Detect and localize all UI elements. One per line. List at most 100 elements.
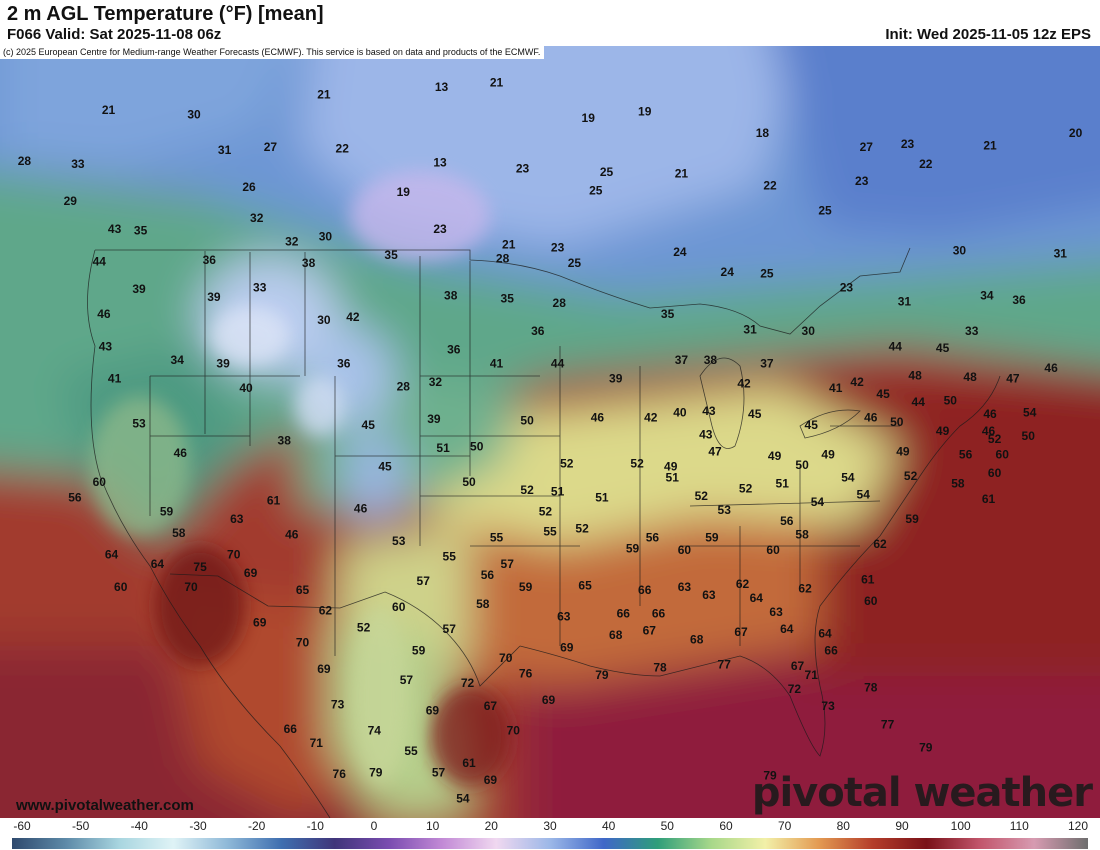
- temperature-label: 13: [435, 80, 449, 94]
- temperature-label: 45: [936, 341, 950, 355]
- temperature-map[interactable]: 21 30 21 13 21 19 19 18 27 23 28 33 31 27 22 13 23 25 21 22…: [0, 46, 1100, 818]
- temperature-label: 25: [589, 183, 603, 197]
- temperature-label: 51: [776, 477, 790, 491]
- temperature-label: 60: [766, 543, 780, 557]
- temperature-label: 56: [481, 568, 495, 582]
- colorbar-tick-label: 40: [602, 819, 616, 833]
- temperature-label: 52: [357, 620, 371, 634]
- colorbar-strip: [12, 838, 1088, 849]
- temperature-label: 42: [737, 376, 751, 390]
- temperature-label: 41: [829, 381, 843, 395]
- temperature-label: 38: [444, 288, 458, 302]
- temperature-label: 69: [542, 693, 556, 707]
- temperature-label: 53: [132, 416, 146, 430]
- temperature-label: 23: [551, 240, 565, 254]
- temperature-label: 45: [362, 418, 376, 432]
- temperature-label: 50: [890, 415, 904, 429]
- temperature-label: 58: [951, 477, 965, 491]
- temperature-label: 66: [284, 722, 298, 736]
- temperature-label: 52: [560, 457, 574, 471]
- temperature-label: 71: [805, 668, 819, 682]
- temperature-label: 60: [996, 447, 1010, 461]
- temperature-label: 39: [427, 412, 441, 426]
- temperature-label: 36: [531, 324, 545, 338]
- temperature-label: 50: [520, 413, 534, 427]
- temperature-label: 56: [68, 491, 82, 505]
- colorbar-tick-label: 60: [719, 819, 733, 833]
- temperature-label: 61: [267, 494, 281, 508]
- temperature-label: 60: [114, 580, 128, 594]
- temperature-label: 71: [310, 736, 324, 750]
- temperature-label: 59: [412, 643, 426, 657]
- borders: [87, 247, 1001, 818]
- temperature-label: 21: [983, 139, 997, 153]
- temperature-label: 65: [296, 583, 310, 597]
- temperature-label: 50: [944, 393, 958, 407]
- temperature-label: 60: [678, 543, 692, 557]
- temperature-label: 64: [818, 626, 832, 640]
- website-link[interactable]: www.pivotalweather.com: [16, 797, 194, 814]
- temperature-label: 52: [739, 481, 753, 495]
- temperature-label: 77: [718, 657, 732, 671]
- temperature-label: 79: [369, 765, 383, 779]
- temperature-label: 13: [433, 155, 447, 169]
- temperature-label: 59: [626, 541, 640, 555]
- temperature-label: 57: [417, 574, 431, 588]
- temperature-label: 19: [582, 111, 596, 125]
- temperature-label: 51: [595, 491, 609, 505]
- temperature-label: 45: [378, 460, 392, 474]
- temperature-label: 59: [705, 531, 719, 545]
- temperature-label: 30: [317, 313, 331, 327]
- temperature-label: 66: [638, 583, 652, 597]
- temperature-label: 22: [336, 142, 350, 156]
- temperature-label: 35: [501, 291, 515, 305]
- temperature-label: 38: [278, 433, 292, 447]
- temperature-label: 62: [798, 582, 812, 596]
- temperature-label: 70: [507, 724, 521, 738]
- temperature-label: 52: [520, 483, 534, 497]
- temperature-label: 74: [368, 724, 382, 738]
- temperature-label: 57: [443, 622, 457, 636]
- colorbar-tick-label: 110: [1009, 819, 1029, 833]
- temperature-label: 62: [319, 603, 333, 617]
- temperature-label: 51: [666, 470, 680, 484]
- temperature-label: 58: [172, 526, 186, 540]
- temperature-label: 43: [99, 339, 113, 353]
- temperature-label: 21: [675, 166, 689, 180]
- temperature-label: 30: [319, 230, 333, 244]
- colorbar: -60 -50 -40 -30 -20 -10 0 10 20 30 40 50 60 70 80 90 100…: [0, 818, 1100, 850]
- colorbar-tick-label: 100: [950, 819, 971, 833]
- temperature-label: 66: [617, 606, 631, 620]
- temperature-label: 63: [678, 580, 692, 594]
- temperature-label: 63: [769, 605, 783, 619]
- temperature-label: 42: [850, 375, 864, 389]
- temperature-field: [0, 46, 1100, 818]
- temperature-label: 57: [432, 765, 446, 779]
- temperature-label: 52: [575, 521, 589, 535]
- temperature-label: 73: [821, 699, 835, 713]
- temperature-label: 34: [171, 353, 185, 367]
- temperature-label: 37: [675, 353, 689, 367]
- temperature-label: 23: [855, 174, 869, 188]
- temperature-label: 45: [805, 418, 819, 432]
- temperature-detail: [90, 171, 510, 786]
- temperature-label: 41: [490, 356, 504, 370]
- temperature-label: 30: [187, 108, 201, 122]
- temperature-label: 39: [132, 282, 146, 296]
- temperature-label: 31: [898, 294, 912, 308]
- temperature-label: 33: [965, 324, 979, 338]
- temperature-label: 23: [516, 162, 530, 176]
- temperature-label: 65: [578, 579, 592, 593]
- temperature-label: 52: [695, 489, 709, 503]
- temperature-label: 72: [461, 676, 475, 690]
- temperature-label: 55: [404, 744, 418, 758]
- temperature-label: 44: [889, 339, 903, 353]
- temperature-label: 79: [595, 668, 609, 682]
- map-header: 2 m AGL Temperature (°F) [mean] F066 Val…: [0, 0, 1100, 46]
- colorbar-tick-label: 10: [426, 819, 440, 833]
- temperature-label: 50: [795, 458, 809, 472]
- temperature-label: 45: [748, 407, 762, 421]
- temperature-label: 52: [988, 432, 1002, 446]
